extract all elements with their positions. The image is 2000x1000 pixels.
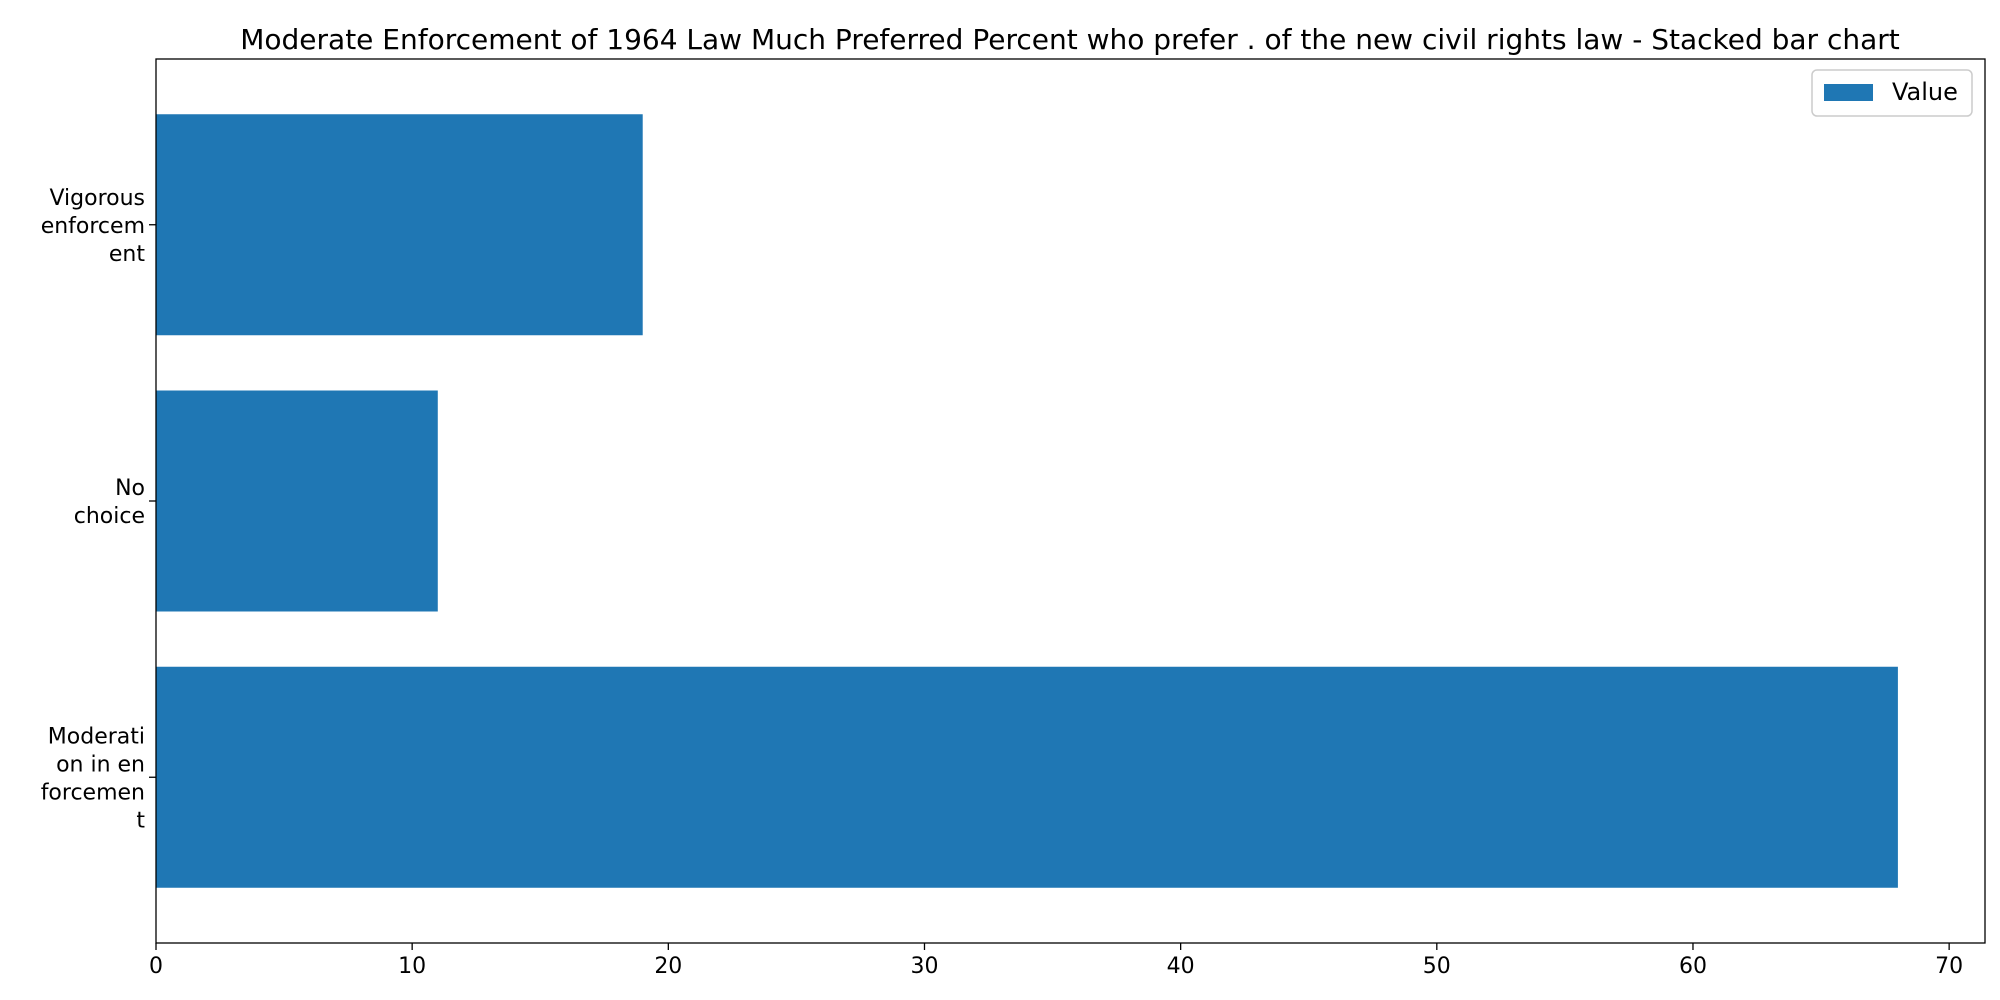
y-tick-label: Moderati on in en forcemen t <box>41 724 146 833</box>
x-tick-label: 0 <box>149 954 163 979</box>
legend-swatch <box>1824 84 1873 101</box>
x-tick-label: 50 <box>1423 954 1451 979</box>
bar <box>156 114 643 336</box>
x-tick-label: 20 <box>654 954 682 979</box>
x-tick-label: 60 <box>1679 954 1707 979</box>
bars-layer <box>156 114 1898 888</box>
x-tick-label: 10 <box>398 954 426 979</box>
legend-label: Value <box>1892 78 1958 106</box>
chart-title: Moderate Enforcement of 1964 Law Much Pr… <box>240 23 1900 56</box>
x-tick-label: 70 <box>1935 954 1963 979</box>
x-tick-label: 40 <box>1167 954 1195 979</box>
y-tick-label: No choice <box>74 476 145 529</box>
x-tick-label: 30 <box>910 954 938 979</box>
legend: Value <box>1811 69 1973 117</box>
axes-layer: 0 10 20 30 40 50 60 70 Moderati on in en forcemen t… <box>41 58 1986 979</box>
bar <box>156 666 1898 888</box>
y-tick-label: Vigorous enforcem ent <box>41 186 146 267</box>
legend-frame <box>1811 69 1973 117</box>
bar <box>156 390 438 612</box>
